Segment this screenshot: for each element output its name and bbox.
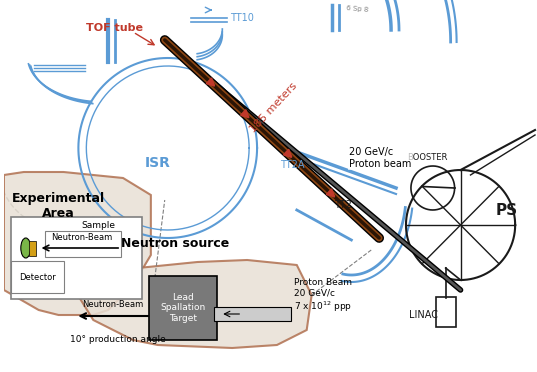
Text: TT10: TT10 bbox=[230, 13, 254, 23]
FancyBboxPatch shape bbox=[11, 217, 142, 299]
FancyBboxPatch shape bbox=[29, 241, 36, 256]
Text: 6 Sp 8: 6 Sp 8 bbox=[346, 5, 369, 13]
Text: 10° production angle: 10° production angle bbox=[70, 335, 166, 344]
Polygon shape bbox=[4, 172, 151, 315]
FancyBboxPatch shape bbox=[45, 231, 121, 257]
Text: LINAC: LINAC bbox=[409, 310, 438, 320]
FancyBboxPatch shape bbox=[214, 307, 291, 321]
FancyBboxPatch shape bbox=[149, 276, 217, 340]
Text: 185 meters: 185 meters bbox=[249, 81, 300, 135]
Text: Experimental
Area: Experimental Area bbox=[12, 192, 105, 220]
FancyBboxPatch shape bbox=[436, 297, 455, 327]
Text: Proton Beam
20 GeV/c
7 x 10$^{12}$ ppp: Proton Beam 20 GeV/c 7 x 10$^{12}$ ppp bbox=[294, 278, 352, 314]
Text: Sample: Sample bbox=[81, 221, 115, 230]
Text: Detector: Detector bbox=[19, 273, 56, 282]
Text: ISR: ISR bbox=[145, 156, 171, 170]
Text: PS: PS bbox=[495, 202, 518, 218]
Ellipse shape bbox=[21, 238, 31, 258]
Text: Neutron source: Neutron source bbox=[120, 237, 229, 250]
Text: TT2: TT2 bbox=[335, 200, 352, 210]
Text: TT2A: TT2A bbox=[280, 160, 304, 170]
Text: 20 GeV/c
Proton beam: 20 GeV/c Proton beam bbox=[350, 147, 412, 169]
FancyBboxPatch shape bbox=[11, 261, 64, 293]
Text: Neutron-Beam: Neutron-Beam bbox=[50, 233, 112, 242]
Text: TOF tube: TOF tube bbox=[86, 23, 143, 33]
Text: BOOSTER: BOOSTER bbox=[408, 153, 448, 162]
Polygon shape bbox=[68, 225, 311, 348]
Text: Neutron-Beam: Neutron-Beam bbox=[83, 300, 144, 309]
Text: Lead
Spallation
Target: Lead Spallation Target bbox=[160, 293, 205, 323]
